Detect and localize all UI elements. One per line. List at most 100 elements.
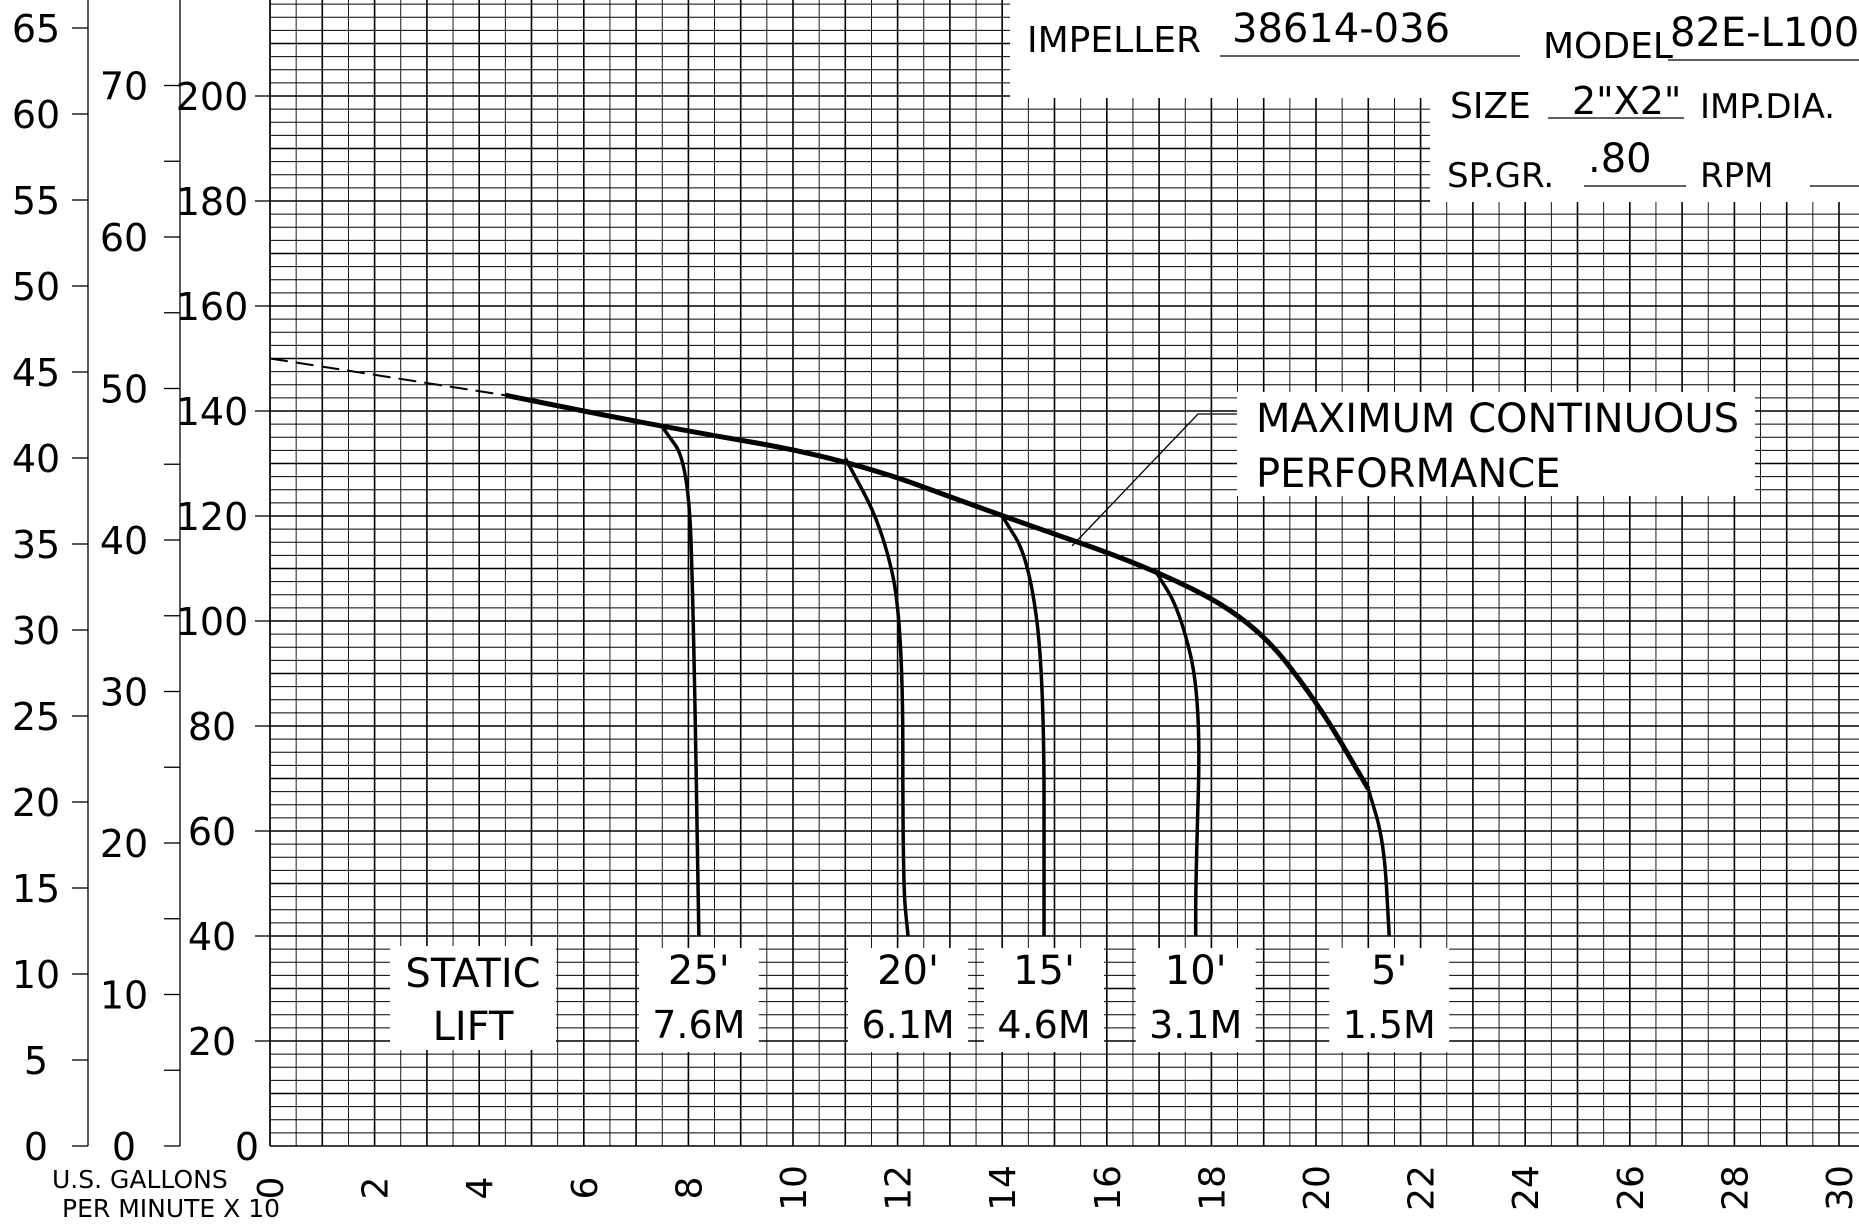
axis-2-tick-label: 0 bbox=[112, 1125, 136, 1169]
x-axis-tick-labels: 0 2 4 6 8 10 12 14 16 18 20 22 24 26 28 30 bbox=[251, 1165, 1859, 1211]
x-tick-label: 14 bbox=[983, 1165, 1024, 1211]
size-value: 2"X2" bbox=[1572, 79, 1681, 123]
x-tick-label: 12 bbox=[879, 1165, 920, 1211]
head-axis-tick-label: 180 bbox=[176, 180, 249, 224]
curve-label-feet: 15' bbox=[1013, 948, 1075, 994]
rpm-label: RPM bbox=[1700, 156, 1773, 196]
curves-layer bbox=[269, 357, 1391, 937]
curve-label-feet: 25' bbox=[668, 948, 730, 994]
impeller-label: IMPELLER bbox=[1027, 20, 1201, 61]
x-tick-label: 22 bbox=[1402, 1165, 1443, 1211]
axis-3-tick-label: 15 bbox=[12, 867, 60, 911]
curve-label-meters: 4.6M bbox=[997, 1003, 1090, 1047]
impeller-value: 38614-036 bbox=[1232, 6, 1450, 52]
curve-label-meters: 3.1M bbox=[1149, 1003, 1242, 1047]
annotation-line2: PERFORMANCE bbox=[1256, 451, 1560, 497]
curve-label-box bbox=[638, 948, 759, 1052]
static-lift-line2: LIFT bbox=[433, 1004, 514, 1050]
static-lift-curve bbox=[660, 425, 701, 937]
x-tick-label: 8 bbox=[669, 1177, 710, 1200]
x-tick-label: 2 bbox=[356, 1177, 397, 1200]
x-tick-label: 10 bbox=[774, 1165, 815, 1211]
axis-2-tick-label: 70 bbox=[100, 65, 148, 109]
curve-label-meters: 7.6M bbox=[652, 1003, 745, 1047]
model-label: MODEL bbox=[1543, 26, 1673, 67]
annotation-line1: MAXIMUM CONTINUOUS bbox=[1256, 396, 1739, 442]
curve-label-box bbox=[1329, 948, 1450, 1052]
x-tick-label: 0 bbox=[251, 1177, 292, 1200]
x-tick-label: 20 bbox=[1297, 1165, 1338, 1211]
x-tick-label: 24 bbox=[1506, 1165, 1547, 1211]
axis-3-tick-label: 10 bbox=[12, 953, 60, 997]
axis-3-tick-label: 5 bbox=[24, 1039, 48, 1083]
axis-2-tick-label: 20 bbox=[100, 822, 148, 866]
info-panel-bottom bbox=[1430, 98, 1859, 202]
max-performance-annotation: MAXIMUM CONTINUOUS PERFORMANCE bbox=[1071, 396, 1739, 547]
head-axis-tick-label: 120 bbox=[176, 495, 249, 539]
x-tick-label: 18 bbox=[1192, 1165, 1233, 1211]
head-axis-tick-label: 160 bbox=[176, 285, 249, 329]
axis-3-tick-label: 65 bbox=[12, 7, 60, 51]
head-axis-tick-label: 80 bbox=[188, 705, 236, 749]
model-value: 82E-L100 bbox=[1670, 10, 1859, 56]
static-lift-line1: STATIC bbox=[405, 951, 540, 997]
max-curve-extrapolated bbox=[269, 357, 506, 397]
spgr-value: .80 bbox=[1588, 136, 1652, 182]
axis-3-tick-label: 55 bbox=[12, 179, 60, 223]
info-panel-top bbox=[1010, 0, 1859, 98]
x-tick-label: 26 bbox=[1611, 1165, 1652, 1211]
head-axis-tick-label: 20 bbox=[188, 1020, 236, 1064]
size-label: SIZE bbox=[1450, 86, 1531, 127]
axis-3-tick-label: 20 bbox=[12, 781, 60, 825]
curve-label-feet: 20' bbox=[877, 948, 939, 994]
x-tick-label: 30 bbox=[1820, 1165, 1859, 1211]
axis-2-tick-label: 60 bbox=[100, 216, 148, 260]
curve-label-box bbox=[984, 948, 1105, 1052]
x-axis-label-line2: PER MINUTE X 10 bbox=[62, 1194, 280, 1223]
impdia-label: IMP.DIA. bbox=[1700, 87, 1835, 127]
axis-3-tick-label: 0 bbox=[24, 1125, 48, 1169]
axis-3-tick-label: 25 bbox=[12, 695, 60, 739]
axis-ticks: 2040608010012014016018020000102030405060… bbox=[12, 7, 270, 1169]
axis-3-tick-label: 60 bbox=[12, 93, 60, 137]
curve-labels: 25' 7.6M 20' 6.1M 15' 4.6M 10' 3.1M 5' 1.5M bbox=[638, 948, 1450, 1052]
curve-label-meters: 6.1M bbox=[861, 1003, 954, 1047]
head-axis-zero-label: 0 bbox=[235, 1125, 259, 1169]
x-tick-label: 4 bbox=[460, 1177, 501, 1200]
annotation-box bbox=[1237, 392, 1755, 496]
axis-2-tick-label: 30 bbox=[100, 671, 148, 715]
static-lift-curve bbox=[843, 457, 910, 937]
left-axes bbox=[87, 0, 271, 1146]
head-axis-tick-label: 100 bbox=[176, 600, 249, 644]
curve-label-box bbox=[1135, 948, 1256, 1052]
x-tick-label: 16 bbox=[1088, 1165, 1129, 1211]
axis-3-tick-label: 50 bbox=[12, 265, 60, 309]
x-axis-label-line1: U.S. GALLONS bbox=[52, 1165, 228, 1194]
x-tick-label: 28 bbox=[1715, 1165, 1756, 1211]
static-lift-box bbox=[390, 946, 556, 1050]
curve-label-feet: 5' bbox=[1371, 948, 1407, 994]
x-axis-label: U.S. GALLONS PER MINUTE X 10 bbox=[52, 1165, 280, 1223]
curve-label-box bbox=[848, 948, 969, 1052]
curve-label-feet: 10' bbox=[1165, 948, 1227, 994]
axis-2-tick-label: 50 bbox=[100, 368, 148, 412]
axis-3-tick-label: 40 bbox=[12, 437, 60, 481]
static-lift-curve bbox=[1000, 515, 1046, 936]
axis-3-tick-label: 45 bbox=[12, 351, 60, 395]
head-axis-tick-label: 60 bbox=[188, 810, 236, 854]
static-lift-curve bbox=[1152, 567, 1201, 936]
axis-3-tick-label: 30 bbox=[12, 609, 60, 653]
static-lift-label: STATIC LIFT bbox=[405, 951, 540, 1050]
curve-label-meters: 1.5M bbox=[1343, 1003, 1436, 1047]
annotation-leader-line bbox=[1071, 413, 1237, 547]
static-lift-curve bbox=[1366, 788, 1391, 937]
axis-3-tick-label: 35 bbox=[12, 523, 60, 567]
axis-2-tick-label: 10 bbox=[100, 974, 148, 1018]
head-axis-tick-label: 40 bbox=[188, 915, 236, 959]
head-axis-tick-label: 200 bbox=[176, 75, 249, 119]
spgr-label: SP.GR. bbox=[1447, 156, 1554, 196]
axis-2-tick-label: 40 bbox=[100, 519, 148, 563]
max-continuous-curve bbox=[504, 392, 1371, 791]
x-tick-label: 6 bbox=[565, 1177, 606, 1200]
